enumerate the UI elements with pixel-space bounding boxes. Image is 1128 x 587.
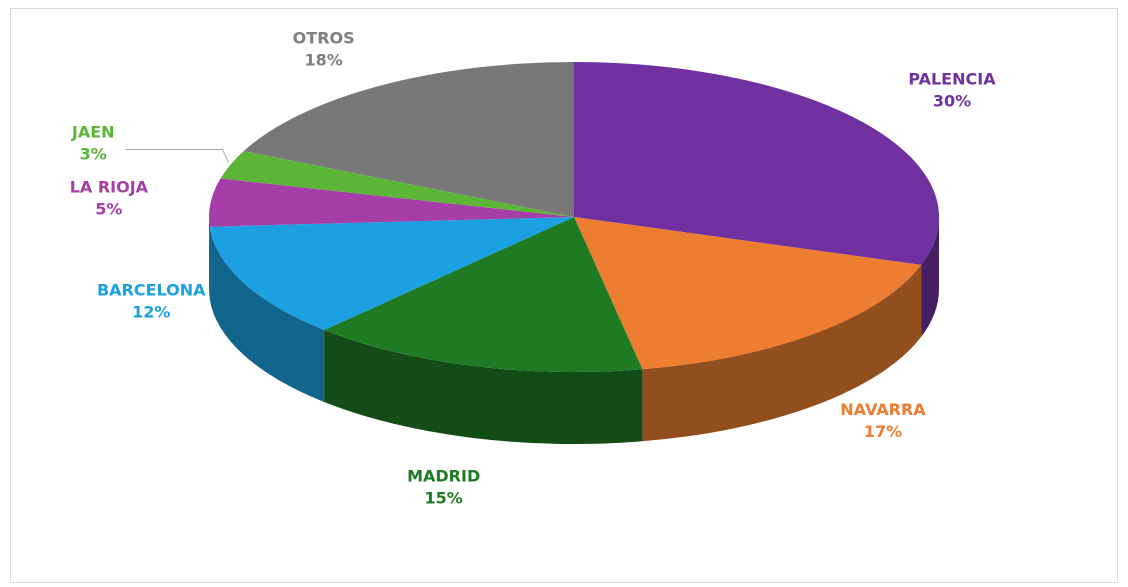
label-value: 12% — [132, 302, 170, 321]
label-name: OTROS — [293, 28, 355, 47]
label-name: PALENCIA — [908, 69, 996, 88]
side-barcelona — [209, 226, 325, 402]
leader-line-jaen — [125, 148, 230, 163]
label-navarra: NAVARRA 17% — [840, 400, 926, 441]
label-la-rioja: LA RIOJA 5% — [70, 177, 149, 218]
label-otros: OTROS 18% — [293, 28, 355, 69]
side-madrid — [324, 329, 643, 444]
slice-jaen — [220, 151, 574, 217]
label-name: NAVARRA — [840, 400, 926, 419]
label-value: 5% — [95, 199, 122, 218]
slice-otros — [243, 62, 574, 217]
label-jaen: JAEN 3% — [71, 122, 115, 163]
pie-chart: PALENCIA 30% NAVARRA 17% MADRID 15% BARCELONA 1… — [70, 28, 997, 507]
slice-barcelona — [209, 217, 574, 330]
label-value: 15% — [425, 489, 463, 508]
label-name: JAEN — [71, 122, 115, 141]
label-value: 30% — [933, 91, 971, 110]
label-name: BARCELONA — [97, 280, 206, 299]
slice-la-rioja — [209, 178, 574, 227]
label-value: 17% — [864, 422, 902, 441]
label-madrid: MADRID 15% — [407, 467, 480, 508]
label-value: 3% — [80, 144, 107, 163]
slice-madrid — [324, 217, 643, 372]
side-la-rioja — [209, 217, 210, 299]
pie-tops — [209, 62, 939, 372]
label-palencia: PALENCIA 30% — [908, 69, 996, 110]
label-name: LA RIOJA — [70, 177, 149, 196]
side-palencia — [921, 217, 939, 337]
slice-palencia — [574, 62, 939, 265]
pie-sides — [209, 217, 939, 444]
label-name: MADRID — [407, 467, 480, 486]
pie-labels: PALENCIA 30% NAVARRA 17% MADRID 15% BARCELONA 1… — [70, 28, 997, 507]
slice-navarra — [574, 217, 922, 370]
label-value: 18% — [305, 50, 343, 69]
side-navarra — [642, 264, 922, 442]
label-barcelona: BARCELONA 12% — [97, 280, 206, 321]
chart-frame: PALENCIA 30% NAVARRA 17% MADRID 15% BARCELONA 1… — [10, 8, 1118, 583]
